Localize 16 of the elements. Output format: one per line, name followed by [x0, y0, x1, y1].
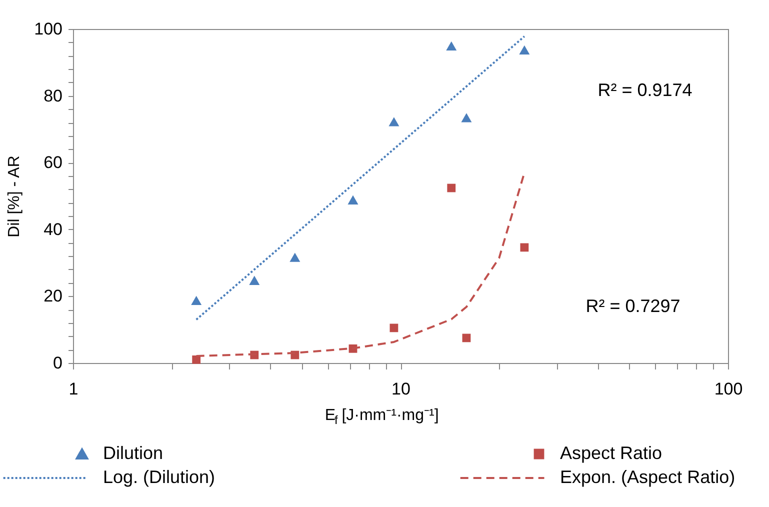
legend-label: Dilution	[103, 443, 164, 463]
y-tick-label: 100	[34, 20, 62, 38]
legend-label: Log. (Dilution)	[103, 467, 216, 487]
annotation: R² = 0.7297	[586, 296, 680, 316]
y-tick-label: 0	[53, 354, 62, 372]
y-axis-title: Dil [%] - AR	[6, 156, 24, 238]
y-tick-label: 80	[44, 86, 62, 106]
y-tick-label: 40	[44, 220, 62, 239]
x-tick-label: 100	[714, 380, 743, 398]
legend-label: Aspect Ratio	[560, 443, 662, 463]
legend-label: Expon. (Aspect Ratio)	[560, 467, 736, 487]
x-tick-label: 1	[68, 380, 78, 398]
y-tick-label: 60	[44, 153, 62, 172]
x-tick-label: 10	[392, 380, 410, 398]
y-tick-label: 20	[44, 286, 62, 306]
annotation: R² = 0.9174	[598, 80, 692, 100]
